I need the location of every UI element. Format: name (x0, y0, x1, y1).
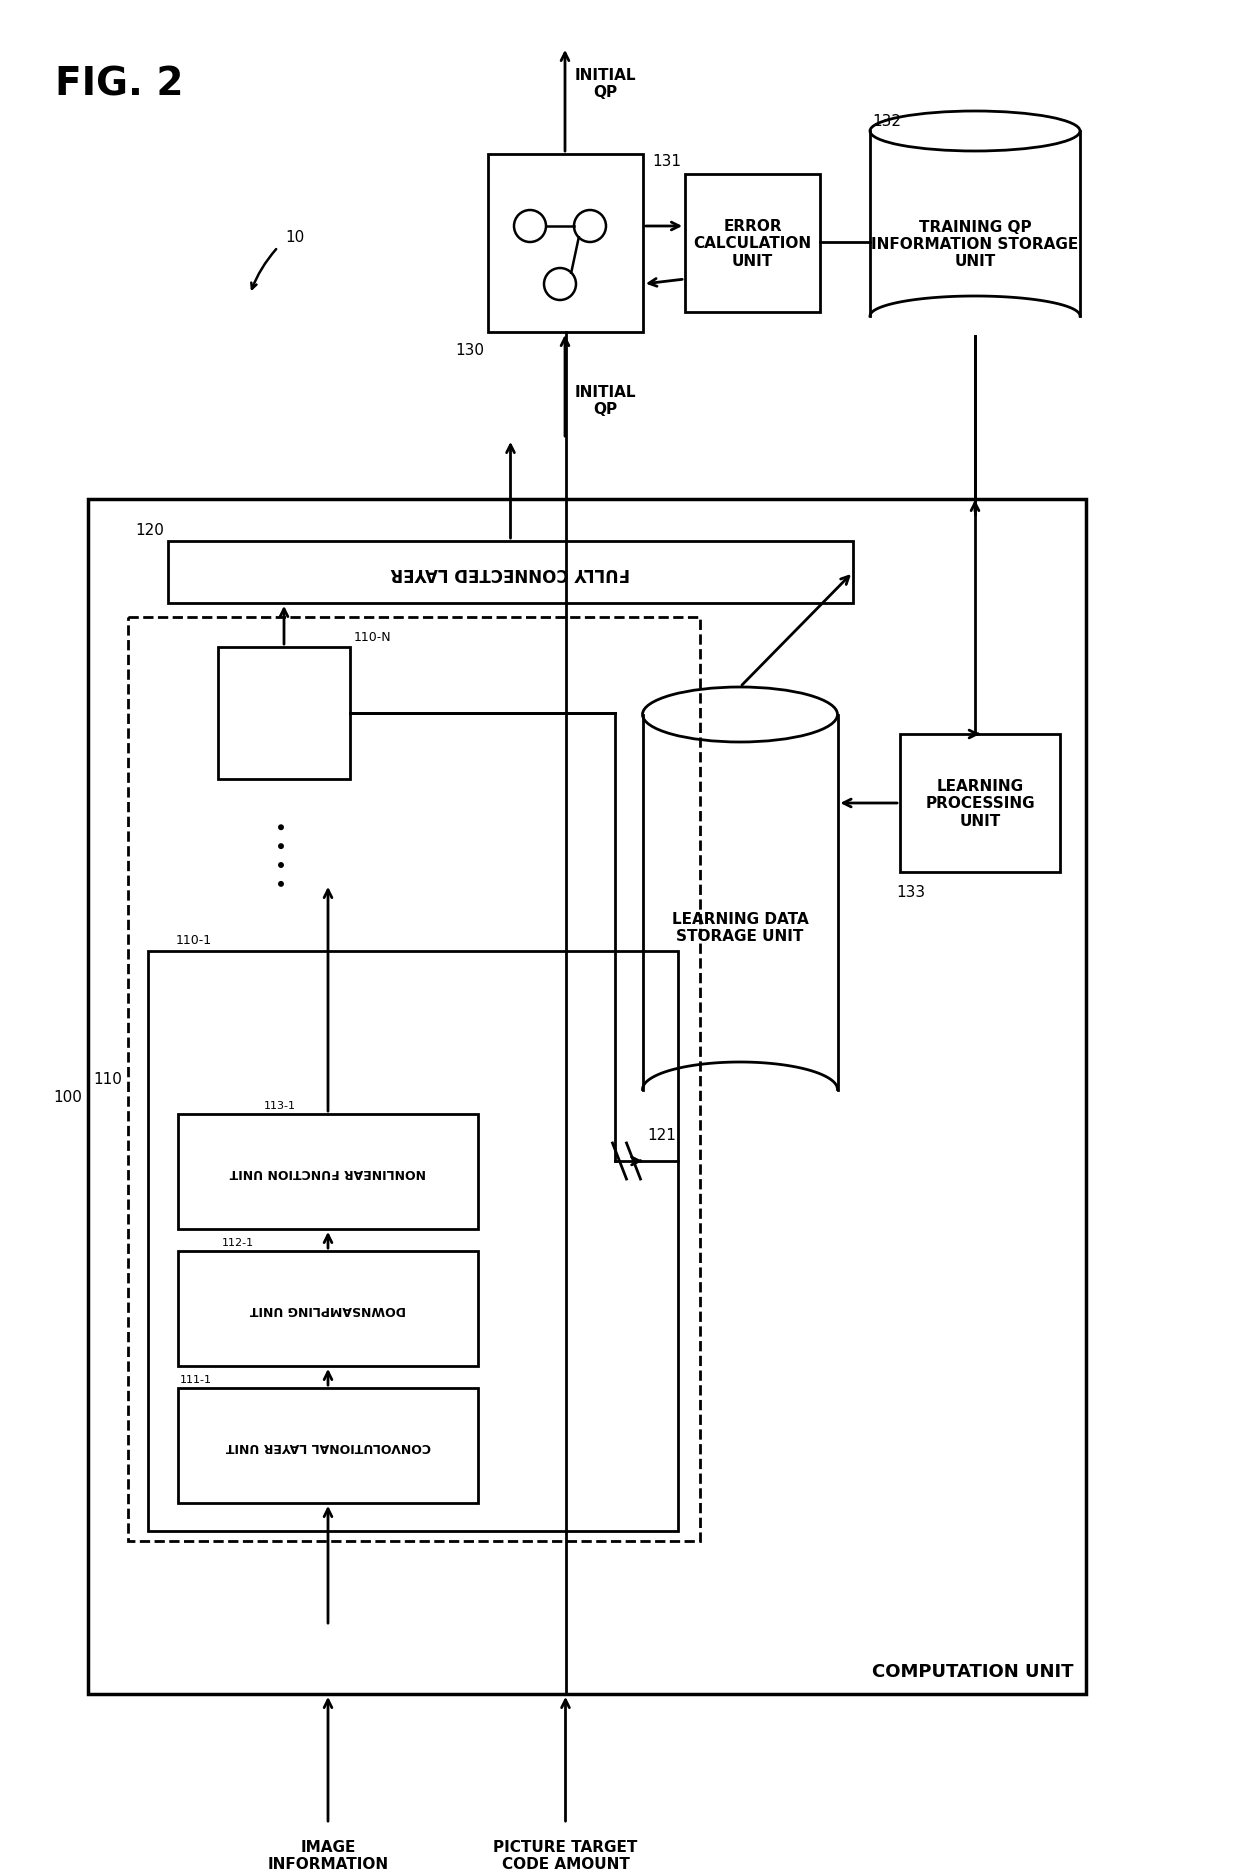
Text: NONLINEAR FUNCTION UNIT: NONLINEAR FUNCTION UNIT (229, 1165, 427, 1178)
Text: 131: 131 (652, 154, 681, 169)
Text: 110-N: 110-N (353, 631, 392, 644)
Text: INITIAL
QP: INITIAL QP (575, 384, 636, 418)
Text: 132: 132 (872, 114, 901, 129)
Text: 130: 130 (455, 343, 484, 358)
Bar (179, 1388, 477, 1504)
Text: DOWNSAMPLING UNIT: DOWNSAMPLING UNIT (250, 1302, 405, 1315)
Text: 10: 10 (285, 230, 304, 245)
Bar (179, 1251, 477, 1365)
Text: 110-1: 110-1 (176, 933, 212, 946)
Bar (88, 500, 1086, 1693)
Text: LEARNING
PROCESSING
UNIT: LEARNING PROCESSING UNIT (925, 779, 1035, 828)
Text: 120: 120 (135, 523, 164, 538)
Text: 111-1: 111-1 (180, 1375, 212, 1384)
Text: 121: 121 (647, 1128, 676, 1143)
Bar (684, 174, 820, 313)
Bar (489, 155, 644, 333)
Text: 100: 100 (53, 1090, 82, 1105)
Text: CONVOLUTIONAL LAYER UNIT: CONVOLUTIONAL LAYER UNIT (226, 1438, 430, 1452)
Text: COMPUTATION UNIT: COMPUTATION UNIT (873, 1661, 1074, 1680)
Text: 133: 133 (897, 884, 925, 899)
Text: LEARNING DATA
STORAGE UNIT: LEARNING DATA STORAGE UNIT (672, 912, 808, 944)
Bar (179, 1114, 477, 1229)
Bar (148, 951, 678, 1532)
Text: IMAGE
INFORMATION: IMAGE INFORMATION (268, 1839, 388, 1871)
Bar (218, 648, 350, 779)
Bar (128, 618, 701, 1541)
Text: FULLY CONNECTED LAYER: FULLY CONNECTED LAYER (391, 564, 630, 583)
Text: INITIAL
QP: INITIAL QP (575, 67, 636, 101)
Text: • • • •: • • • • (274, 820, 294, 890)
Text: 110: 110 (93, 1071, 122, 1086)
Text: 112-1: 112-1 (222, 1238, 254, 1247)
Text: TRAINING QP
INFORMATION STORAGE
UNIT: TRAINING QP INFORMATION STORAGE UNIT (872, 219, 1079, 270)
Bar (167, 541, 853, 603)
Text: ERROR
CALCULATION
UNIT: ERROR CALCULATION UNIT (693, 219, 811, 268)
Bar (900, 734, 1060, 873)
Text: PICTURE TARGET
CODE AMOUNT: PICTURE TARGET CODE AMOUNT (494, 1839, 637, 1871)
Text: 113-1: 113-1 (264, 1101, 296, 1111)
Text: FIG. 2: FIG. 2 (55, 66, 184, 103)
